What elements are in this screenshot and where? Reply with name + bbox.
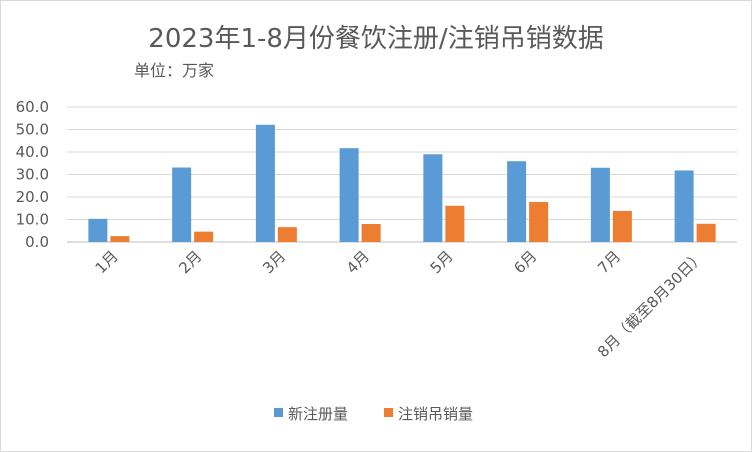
x-tick-label: 6月 [510,247,540,277]
legend-label: 新注册量 [288,405,348,423]
bar-new-registrations [339,148,359,242]
bar-new-registrations [507,161,527,242]
bar-cancellations [277,227,297,242]
legend-swatch [384,408,393,417]
bar-cancellations [529,201,549,242]
bar-cancellations [612,210,632,242]
bar-new-registrations [674,170,694,242]
y-tick-label: 20.0 [16,188,49,206]
x-tick-label: 1月 [92,247,122,277]
bar-new-registrations [590,167,610,242]
chart-subtitle: 单位：万家 [134,61,214,80]
bar-new-registrations [172,167,192,242]
y-tick-label: 30.0 [16,166,49,184]
bar-cancellations [361,224,381,242]
bar-cancellations [110,236,130,242]
bar-cancellations [194,231,214,242]
x-tick-label: 2月 [175,247,205,277]
x-tick-label: 7月 [594,247,624,277]
bar-new-registrations [88,218,108,242]
legend: 新注册量 注销吊销量 [274,405,473,423]
y-tick-label: 40.0 [16,143,49,161]
bars [88,124,716,242]
bar-cancellations [445,205,465,242]
bar-cancellations [696,223,716,242]
bar-new-registrations [423,154,443,242]
bar-new-registrations [255,124,275,242]
chart-title: 2023年1-8月份餐饮注册/注销吊销数据 [148,24,603,54]
gridlines [67,106,737,243]
y-tick-label: 50.0 [16,121,49,139]
x-tick-label: 3月 [259,247,289,277]
y-tick-label: 60.0 [16,98,49,116]
y-tick-label: 0.0 [25,233,49,251]
y-axis: 0.0 10.0 20.0 30.0 40.0 50.0 60.0 [16,98,49,251]
x-tick-label: 4月 [343,247,373,277]
x-tick-label: 5月 [427,247,457,277]
y-tick-label: 10.0 [16,211,49,229]
legend-label: 注销吊销量 [398,405,473,423]
legend-swatch [274,408,283,417]
